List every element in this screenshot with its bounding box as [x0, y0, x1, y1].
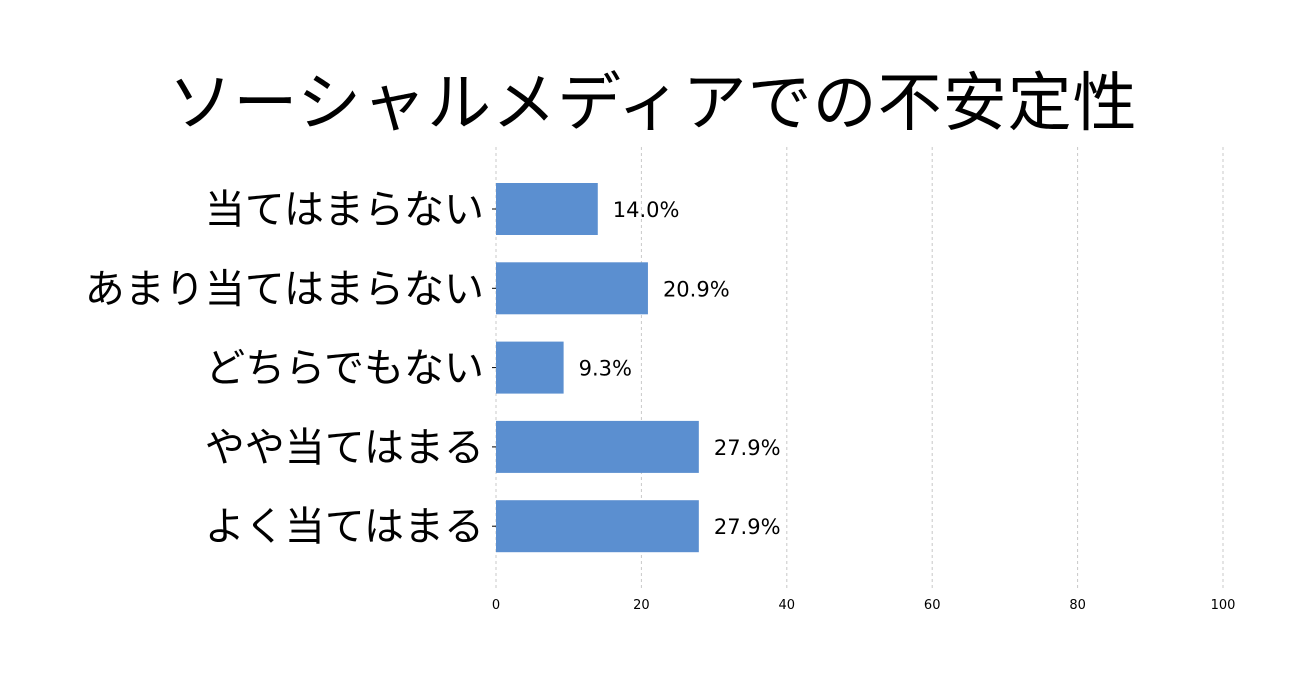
bar: [496, 183, 598, 235]
x-tick-label: 40: [779, 598, 796, 613]
x-axis-ticks: 0 20 40 60 80 100: [492, 598, 1236, 613]
value-label: 20.9%: [663, 277, 730, 301]
x-tick-label: 20: [633, 598, 650, 613]
bars: [492, 183, 699, 553]
bar: [496, 420, 699, 473]
value-label: 27.9%: [714, 436, 781, 460]
category-label: あまり当てはまらない: [85, 266, 484, 312]
bar: [496, 341, 564, 394]
category-label: どちらでもない: [205, 346, 484, 392]
value-label: 27.9%: [714, 515, 781, 539]
bar: [496, 262, 648, 315]
category-label: 当てはまらない: [205, 187, 484, 233]
x-tick-label: 100: [1211, 598, 1236, 613]
x-tick-label: 60: [924, 598, 941, 613]
value-label: 14.0%: [613, 198, 680, 222]
chart-title: ソーシャルメディアでの不安定性: [168, 67, 1138, 141]
bar: [496, 500, 699, 553]
x-tick-label: 0: [492, 598, 500, 613]
x-tick-label: 80: [1069, 598, 1086, 613]
labels: 当てはまらない 14.0% あまり当てはまらない 20.9% どちらでもない 9.3% やや…: [85, 187, 781, 550]
value-label: 9.3%: [579, 357, 632, 381]
category-label: よく当てはまる: [205, 504, 484, 550]
category-label: やや当てはまる: [205, 425, 484, 471]
